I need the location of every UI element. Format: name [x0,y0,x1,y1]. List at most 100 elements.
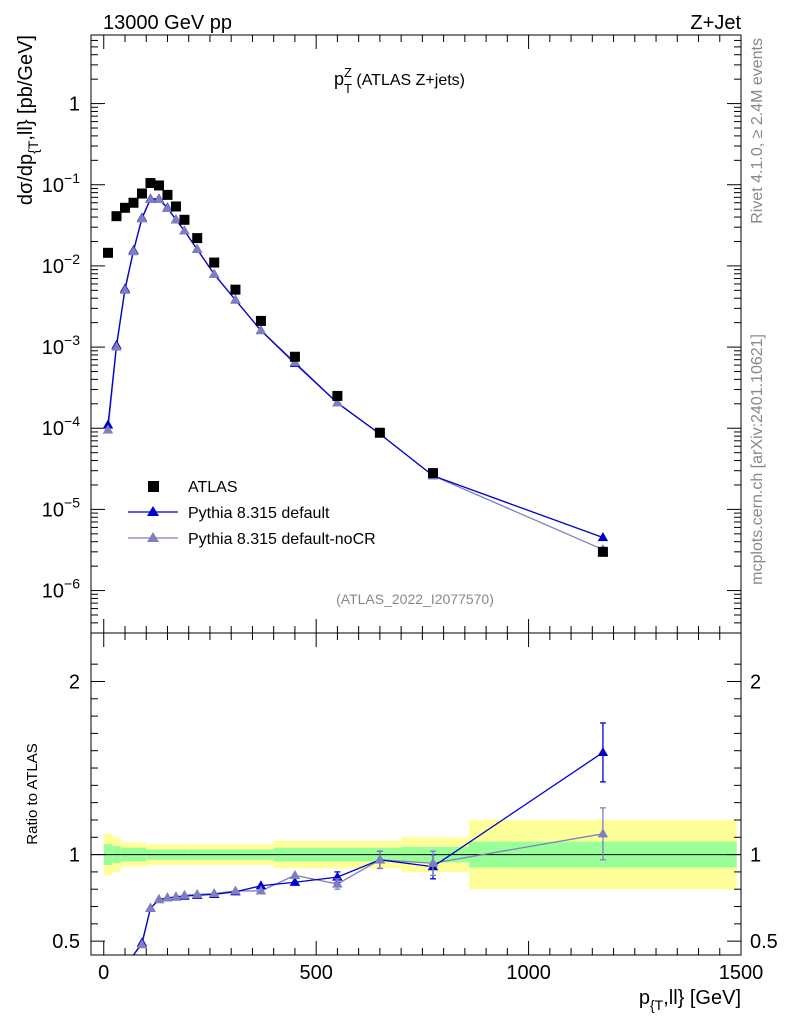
main-y-tick-label: 10−1 [42,170,80,197]
legend-label-atlas: ATLAS [188,479,238,496]
main-y-tick-label: 10−6 [42,576,80,603]
legend-label-default: Pythia 8.315 default [188,505,330,522]
main-y-tick-labels: 10−6 10−5 10−4 10−3 10−2 10−1 1 [42,94,80,603]
x-tick-label: 1000 [506,962,551,984]
point-nocr [179,225,190,235]
main-y-tick-label: 10−4 [42,413,80,440]
header-right: Z+Jet [690,12,741,34]
point-atlas [102,247,113,258]
ratio-point-nocr [208,888,220,898]
ratio-panel: 0.5 0.5 1 1 2 2 0 500 1000 1500 [52,632,778,984]
point-atlas [374,427,385,438]
ratio-point-nocr [597,828,609,838]
header-left: 13000 GeV pp [103,12,232,34]
point-nocr [332,397,343,407]
main-y-tick-label: 10−5 [42,494,80,521]
point-atlas [332,390,343,401]
point-nocr [162,202,173,213]
point-atlas [111,211,122,222]
point-nocr [230,294,241,304]
ratio-y-axis-title: Ratio to ATLAS [24,743,41,844]
point-atlas [162,189,173,200]
ratio-point-nocr [289,869,301,879]
ratio-y-tick-label-left: 1 [69,845,80,867]
point-nocr [102,424,114,434]
point-nocr [191,243,203,253]
point-atlas [209,257,220,268]
ratio-y-tick-label-right: 1 [750,845,761,867]
ratio-point-default [597,746,609,757]
main-series-markers [102,178,609,557]
x-axis-title: p{T,ll} [GeV] [639,987,741,1013]
point-nocr [170,214,182,224]
legend-marker-atlas [148,481,159,492]
point-atlas [230,284,241,295]
point-default [597,532,609,542]
ratio-point-default [255,880,267,890]
point-nocr [111,341,122,351]
ratio-y-tick-label-left: 0.5 [52,931,80,953]
point-atlas [153,180,164,191]
ratio-point-nocr [153,894,165,904]
ratio-point-nocr [374,854,386,864]
main-y-tick-label: 10−3 [42,332,80,359]
x-tick-label: 0 [98,962,109,984]
ratio-point-nocr [191,888,203,898]
ratio-point-nocr [136,939,148,949]
legend-marker-default [147,506,159,516]
series-line-nocr [107,198,604,551]
point-atlas [597,546,608,557]
point-atlas [119,202,130,213]
x-tick-label: 1500 [719,962,764,984]
ratio-series-markers [136,722,609,949]
chart-title: pTZ (ATLAS Z+jets) [334,65,465,96]
point-nocr [119,284,131,294]
analysis-label: (ATLAS_2022_I2077570) [336,591,494,607]
ratio-y-tick-label-left: 2 [69,671,80,693]
point-atlas [192,233,203,244]
ratio-y-tick-labels: 0.5 0.5 1 1 2 2 [52,671,778,953]
point-default [102,419,114,429]
ratio-point-default [289,876,301,886]
legend-marker-nocr [147,532,159,542]
point-atlas [179,214,190,225]
ratio-axis-ticks [91,633,742,955]
point-atlas [427,468,438,479]
ratio-point-nocr [145,902,156,912]
ratio-point-nocr [332,878,343,888]
point-atlas [170,201,181,212]
point-nocr [145,193,156,203]
point-nocr [128,246,139,256]
point-nocr [153,193,165,203]
main-y-tick-label: 1 [69,94,80,116]
side-label-bottom: mcplots.cern.ch [arXiv:2401.10621] [749,334,766,585]
series-line-default [107,198,604,539]
legend: ATLAS Pythia 8.315 default Pythia 8.315 … [128,479,376,548]
main-y-axis-title: dσ/dp{T,ll} [pb/GeV] [15,35,41,205]
ratio-point-nocr [179,889,190,899]
side-label-top: Rivet 4.1.0, ≥ 2.4M events [749,38,766,224]
legend-label-nocr: Pythia 8.315 default-noCR [188,531,376,548]
point-atlas [289,351,300,362]
ratio-point-nocr [230,885,241,895]
point-nocr [255,325,267,335]
point-atlas [128,197,139,208]
ratio-x-tick-labels: 0 500 1000 1500 [98,962,763,984]
x-tick-label: 500 [299,962,332,984]
main-series-lines [107,198,604,551]
ratio-y-tick-label-right: 0.5 [750,931,778,953]
point-nocr [136,213,148,223]
ratio-point-nocr [255,885,267,895]
ratio-y-tick-label-right: 2 [750,671,761,693]
main-panel: 10−6 10−5 10−4 10−3 10−2 10−1 1 [42,34,742,634]
point-atlas [136,188,147,199]
point-nocr [208,268,220,278]
ratio-frame [90,632,742,956]
point-atlas [145,178,156,189]
point-atlas [255,315,266,326]
ratio-point-nocr [170,891,182,901]
main-y-tick-label: 10−2 [42,251,80,278]
ratio-point-nocr [427,857,439,867]
ratio-point-nocr [162,892,173,902]
